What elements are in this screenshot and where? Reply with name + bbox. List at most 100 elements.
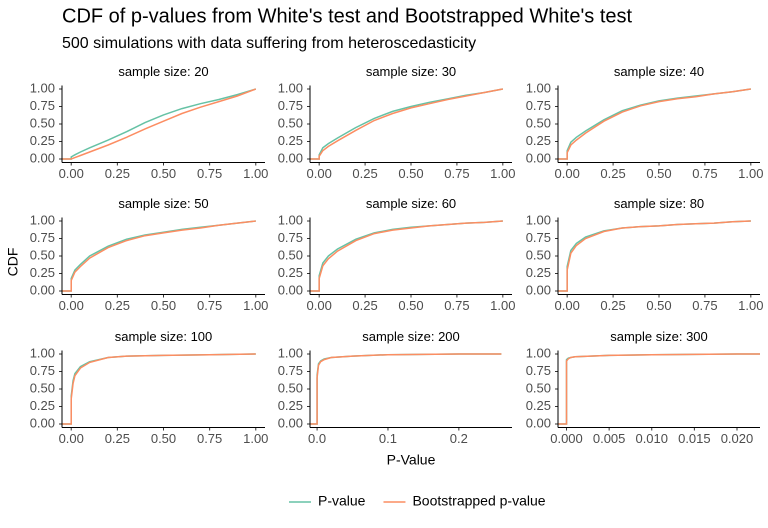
x-tick-label: 0.00	[59, 431, 84, 446]
x-tick-label: 0.75	[444, 298, 469, 313]
y-axis-label: CDF	[5, 248, 21, 277]
y-tick-label: 0.00	[526, 415, 551, 430]
x-tick-label: 0.50	[151, 298, 176, 313]
y-tick-label: 0.25	[526, 398, 551, 413]
y-tick-label: 0.50	[30, 380, 55, 395]
x-tick-label: 0.25	[600, 298, 625, 313]
y-tick-label: 0.75	[278, 98, 303, 113]
y-tick-label: 1.00	[278, 345, 303, 360]
x-tick-label: 1.00	[490, 298, 515, 313]
x-tick-label: 0.1	[379, 431, 397, 446]
panel-title: sample size: 20	[118, 64, 208, 79]
x-tick-label: 0.75	[692, 298, 717, 313]
x-tick-label: 0.25	[352, 298, 377, 313]
x-tick-label: 0.020	[721, 431, 754, 446]
x-tick-label: 1.00	[738, 166, 763, 181]
x-tick-label: 0.00	[555, 166, 580, 181]
x-tick-label: 1.00	[243, 431, 268, 446]
y-tick-label: 0.00	[278, 415, 303, 430]
panel-title: sample size: 40	[614, 64, 704, 79]
y-tick-label: 0.50	[278, 247, 303, 262]
y-tick-label: 0.00	[30, 150, 55, 165]
panel-title: sample size: 60	[366, 196, 456, 211]
y-tick-label: 1.00	[30, 345, 55, 360]
cdf-line: P-value	[310, 220, 503, 292]
y-tick-label: 1.00	[278, 212, 303, 227]
cdf-line: P-value	[558, 220, 751, 292]
y-tick-label: 0.00	[30, 282, 55, 297]
y-tick-label: 0.50	[526, 115, 551, 130]
x-tick-label: 0.010	[635, 431, 668, 446]
x-tick-label: 1.00	[243, 298, 268, 313]
y-tick-label: 0.25	[526, 265, 551, 280]
cdf-line: Bootstrapped p-value	[62, 353, 256, 425]
x-tick-label: 0.50	[151, 166, 176, 181]
y-tick-label: 0.25	[278, 398, 303, 413]
cdf-line: P-value	[310, 353, 502, 425]
x-tick-label: 0.00	[555, 298, 580, 313]
x-tick-label: 0.25	[105, 166, 130, 181]
panel-title: sample size: 300	[610, 329, 708, 344]
y-tick-label: 0.50	[30, 247, 55, 262]
cdf-line: Bootstrapped p-value	[62, 88, 257, 160]
x-tick-label: 0.00	[59, 298, 84, 313]
y-tick-label: 0.75	[526, 363, 551, 378]
cdf-line: Bootstrapped p-value	[558, 88, 751, 160]
cdf-line: Bootstrapped p-value	[310, 220, 503, 292]
cdf-line: Bootstrapped p-value	[62, 220, 256, 292]
x-tick-label: 0.00	[307, 166, 332, 181]
x-tick-label: 0.50	[646, 298, 671, 313]
y-tick-label: 0.75	[526, 230, 551, 245]
y-tick-label: 0.50	[30, 115, 55, 130]
x-tick-label: 0.75	[197, 298, 222, 313]
y-tick-label: 1.00	[30, 80, 55, 95]
x-tick-label: 0.75	[692, 166, 717, 181]
y-tick-label: 0.50	[526, 380, 551, 395]
x-tick-label: 0.00	[59, 166, 84, 181]
cdf-line: P-value	[558, 88, 751, 160]
cdf-line: Bootstrapped p-value	[558, 353, 760, 425]
y-tick-label: 1.00	[526, 345, 551, 360]
chart-title: CDF of p-values from White's test and Bo…	[62, 5, 633, 27]
cdf-line: Bootstrapped p-value	[310, 88, 503, 160]
panel-title: sample size: 50	[118, 196, 208, 211]
y-tick-label: 0.00	[278, 282, 303, 297]
y-tick-label: 1.00	[30, 212, 55, 227]
chart-subtitle: 500 simulations with data suffering from…	[62, 35, 476, 52]
y-tick-label: 0.25	[278, 133, 303, 148]
legend-label: P-value	[318, 493, 366, 509]
cdf-line: P-value	[62, 88, 256, 160]
panel-title: sample size: 100	[115, 329, 213, 344]
cdf-line: P-value	[558, 353, 760, 425]
x-tick-label: 0.00	[307, 298, 332, 313]
x-tick-label: 0.25	[352, 166, 377, 181]
x-tick-label: 0.25	[600, 166, 625, 181]
y-tick-label: 0.50	[278, 115, 303, 130]
y-tick-label: 0.00	[278, 150, 303, 165]
x-tick-label: 0.25	[105, 431, 130, 446]
y-tick-label: 0.00	[526, 150, 551, 165]
y-tick-label: 0.75	[278, 230, 303, 245]
y-tick-label: 0.75	[526, 98, 551, 113]
panel-title: sample size: 30	[366, 64, 456, 79]
legend-label: Bootstrapped p-value	[412, 493, 545, 509]
x-tick-label: 0.000	[550, 431, 583, 446]
y-tick-label: 0.25	[30, 265, 55, 280]
y-tick-label: 0.75	[30, 363, 55, 378]
x-tick-label: 0.75	[197, 431, 222, 446]
x-axis-label: P-Value	[387, 452, 436, 468]
y-tick-label: 0.25	[30, 398, 55, 413]
x-tick-label: 0.25	[105, 298, 130, 313]
y-tick-label: 1.00	[526, 212, 551, 227]
y-tick-label: 0.00	[526, 282, 551, 297]
y-tick-label: 0.50	[526, 247, 551, 262]
x-tick-label: 0.50	[151, 431, 176, 446]
y-tick-label: 1.00	[278, 80, 303, 95]
y-tick-label: 0.25	[278, 265, 303, 280]
cdf-line: P-value	[62, 353, 256, 425]
x-tick-label: 0.0	[308, 431, 326, 446]
x-tick-label: 0.015	[678, 431, 711, 446]
cdf-line: P-value	[62, 220, 256, 292]
cdf-line: P-value	[310, 88, 503, 160]
